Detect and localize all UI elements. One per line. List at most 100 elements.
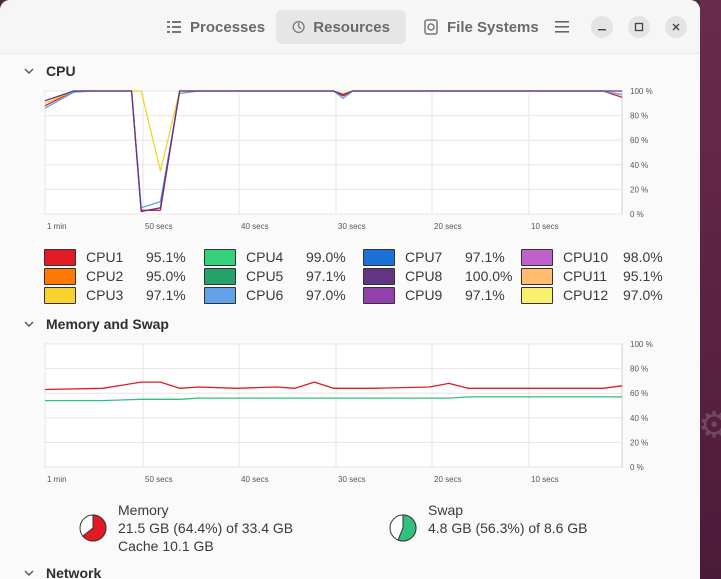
cpu-legend-name: CPU12 bbox=[563, 287, 609, 303]
main-menu-button[interactable] bbox=[551, 16, 573, 38]
x-tick-label: 50 secs bbox=[145, 475, 173, 484]
cpu-color-swatch[interactable] bbox=[44, 267, 76, 285]
close-icon bbox=[672, 23, 680, 31]
minimize-button[interactable] bbox=[591, 16, 613, 38]
x-tick-label: 40 secs bbox=[241, 475, 269, 484]
desktop-logo-icon: ⚙ bbox=[698, 404, 721, 445]
x-tick-label: 20 secs bbox=[434, 222, 462, 231]
tab-file-systems-label: File Systems bbox=[447, 18, 539, 36]
maximize-icon bbox=[634, 22, 644, 32]
y-tick-label: 40 % bbox=[630, 161, 648, 170]
tab-processes-label: Processes bbox=[190, 18, 266, 36]
cpu-legend-name: CPU4 bbox=[246, 249, 284, 265]
series-line-memory bbox=[44, 381, 623, 391]
cpu-legend-name: CPU7 bbox=[405, 249, 443, 265]
cpu-legend-name: CPU5 bbox=[246, 268, 284, 284]
x-tick-label: 10 secs bbox=[531, 475, 559, 484]
y-tick-label: 40 % bbox=[630, 414, 648, 423]
memory-pie-icon bbox=[79, 514, 107, 542]
cpu-legend-name: CPU6 bbox=[246, 287, 284, 303]
y-tick-label: 60 % bbox=[630, 389, 648, 398]
memory-title: Memory bbox=[118, 502, 169, 518]
memory-section-title: Memory and Swap bbox=[46, 316, 169, 332]
pie-slice bbox=[397, 514, 417, 542]
x-tick-label: 1 min bbox=[47, 475, 67, 484]
chevron-down-icon bbox=[24, 321, 34, 327]
swap-info: Swap 4.8 GB (56.3%) of 8.6 GB bbox=[388, 501, 588, 543]
cpu-legend-name: CPU1 bbox=[86, 249, 124, 265]
cpu-color-swatch[interactable] bbox=[363, 248, 395, 266]
network-section-header[interactable]: Network bbox=[24, 565, 101, 579]
cpu-color-swatch[interactable] bbox=[363, 267, 395, 285]
cpu-legend-value: 95.0% bbox=[146, 268, 186, 284]
cpu-section-header[interactable]: CPU bbox=[24, 63, 76, 79]
cpu-color-swatch[interactable] bbox=[521, 286, 553, 304]
cpu-legend-value: 97.0% bbox=[623, 287, 663, 303]
cpu-legend-item: CPU11 95.1% bbox=[521, 267, 663, 285]
y-tick-label: 60 % bbox=[630, 136, 648, 145]
tab-processes[interactable]: Processes bbox=[150, 10, 281, 44]
cpu-legend-item: CPU1 95.1% bbox=[44, 248, 186, 266]
cpu-legend-value: 97.1% bbox=[146, 287, 186, 303]
hamburger-icon bbox=[555, 21, 569, 33]
graph-frame bbox=[44, 90, 623, 215]
network-section-title: Network bbox=[46, 565, 102, 579]
cpu-legend-value: 100.0% bbox=[465, 268, 513, 284]
memory-cache: Cache 10.1 GB bbox=[118, 538, 214, 554]
series-line-cpu8 bbox=[44, 90, 622, 213]
gauge-icon bbox=[292, 20, 305, 34]
cpu-history-graph: 100 % 80 % 60 % 40 % 20 % 0 % 1 min 50 secs 40 s… bbox=[44, 87, 653, 231]
cpu-legend-item: CPU4 99.0% bbox=[204, 248, 346, 266]
desktop-background bbox=[700, 0, 721, 579]
y-tick-label: 100 % bbox=[630, 340, 653, 349]
cpu-color-swatch[interactable] bbox=[44, 248, 76, 266]
x-tick-label: 10 secs bbox=[531, 222, 559, 231]
cpu-color-swatch[interactable] bbox=[521, 248, 553, 266]
x-tick-label: 1 min bbox=[47, 222, 67, 231]
cpu-color-swatch[interactable] bbox=[204, 286, 236, 304]
y-tick-label: 20 % bbox=[630, 438, 648, 447]
cpu-legend-item: CPU8 100.0% bbox=[363, 267, 512, 285]
tab-resources-label: Resources bbox=[313, 18, 390, 36]
x-tick-label: 30 secs bbox=[338, 475, 366, 484]
cpu-legend-value: 97.1% bbox=[465, 287, 505, 303]
cpu-color-swatch[interactable] bbox=[204, 267, 236, 285]
header-bar: Processes Resources File Systems bbox=[0, 0, 700, 54]
x-tick-label: 20 secs bbox=[434, 475, 462, 484]
cpu-legend-item: CPU6 97.0% bbox=[204, 286, 346, 304]
tab-resources[interactable]: Resources bbox=[276, 10, 406, 44]
cpu-legend-name: CPU10 bbox=[563, 249, 609, 265]
cpu-legend-name: CPU2 bbox=[86, 268, 124, 284]
close-button[interactable] bbox=[665, 16, 687, 38]
cpu-legend-name: CPU9 bbox=[405, 287, 443, 303]
chevron-down-icon bbox=[24, 68, 34, 74]
chevron-down-icon bbox=[24, 570, 34, 576]
cpu-legend-name: CPU3 bbox=[86, 287, 124, 303]
memory-section-header[interactable]: Memory and Swap bbox=[24, 316, 169, 332]
y-tick-label: 80 % bbox=[630, 112, 648, 121]
cpu-legend-value: 95.1% bbox=[146, 249, 186, 265]
maximize-button[interactable] bbox=[628, 16, 650, 38]
cpu-legend-value: 97.1% bbox=[465, 249, 505, 265]
cpu-legend-value: 95.1% bbox=[623, 268, 663, 284]
cpu-legend-value: 97.0% bbox=[306, 287, 346, 303]
y-tick-label: 100 % bbox=[630, 87, 653, 96]
cpu-legend-value: 97.1% bbox=[306, 268, 346, 284]
cpu-legend: CPU1 95.1% CPU2 95.0% CPU3 97.1% CPU4 99.0% CPU5… bbox=[44, 248, 684, 308]
series-line-swap bbox=[45, 396, 622, 402]
cpu-legend-name: CPU11 bbox=[563, 268, 608, 284]
pie-slice bbox=[82, 514, 107, 542]
tab-file-systems[interactable]: File Systems bbox=[407, 10, 555, 44]
y-tick-label: 80 % bbox=[630, 365, 648, 374]
cpu-color-swatch[interactable] bbox=[521, 267, 553, 285]
cpu-legend-item: CPU2 95.0% bbox=[44, 267, 186, 285]
cpu-color-swatch[interactable] bbox=[204, 248, 236, 266]
cpu-legend-value: 99.0% bbox=[306, 249, 346, 265]
cpu-color-swatch[interactable] bbox=[44, 286, 76, 304]
cpu-color-swatch[interactable] bbox=[363, 286, 395, 304]
cpu-legend-item: CPU12 97.0% bbox=[521, 286, 663, 304]
swap-usage: 4.8 GB (56.3%) of 8.6 GB bbox=[428, 520, 588, 536]
y-tick-label: 0 % bbox=[630, 210, 644, 219]
cpu-legend-value: 98.0% bbox=[623, 249, 663, 265]
swap-title: Swap bbox=[428, 502, 464, 518]
